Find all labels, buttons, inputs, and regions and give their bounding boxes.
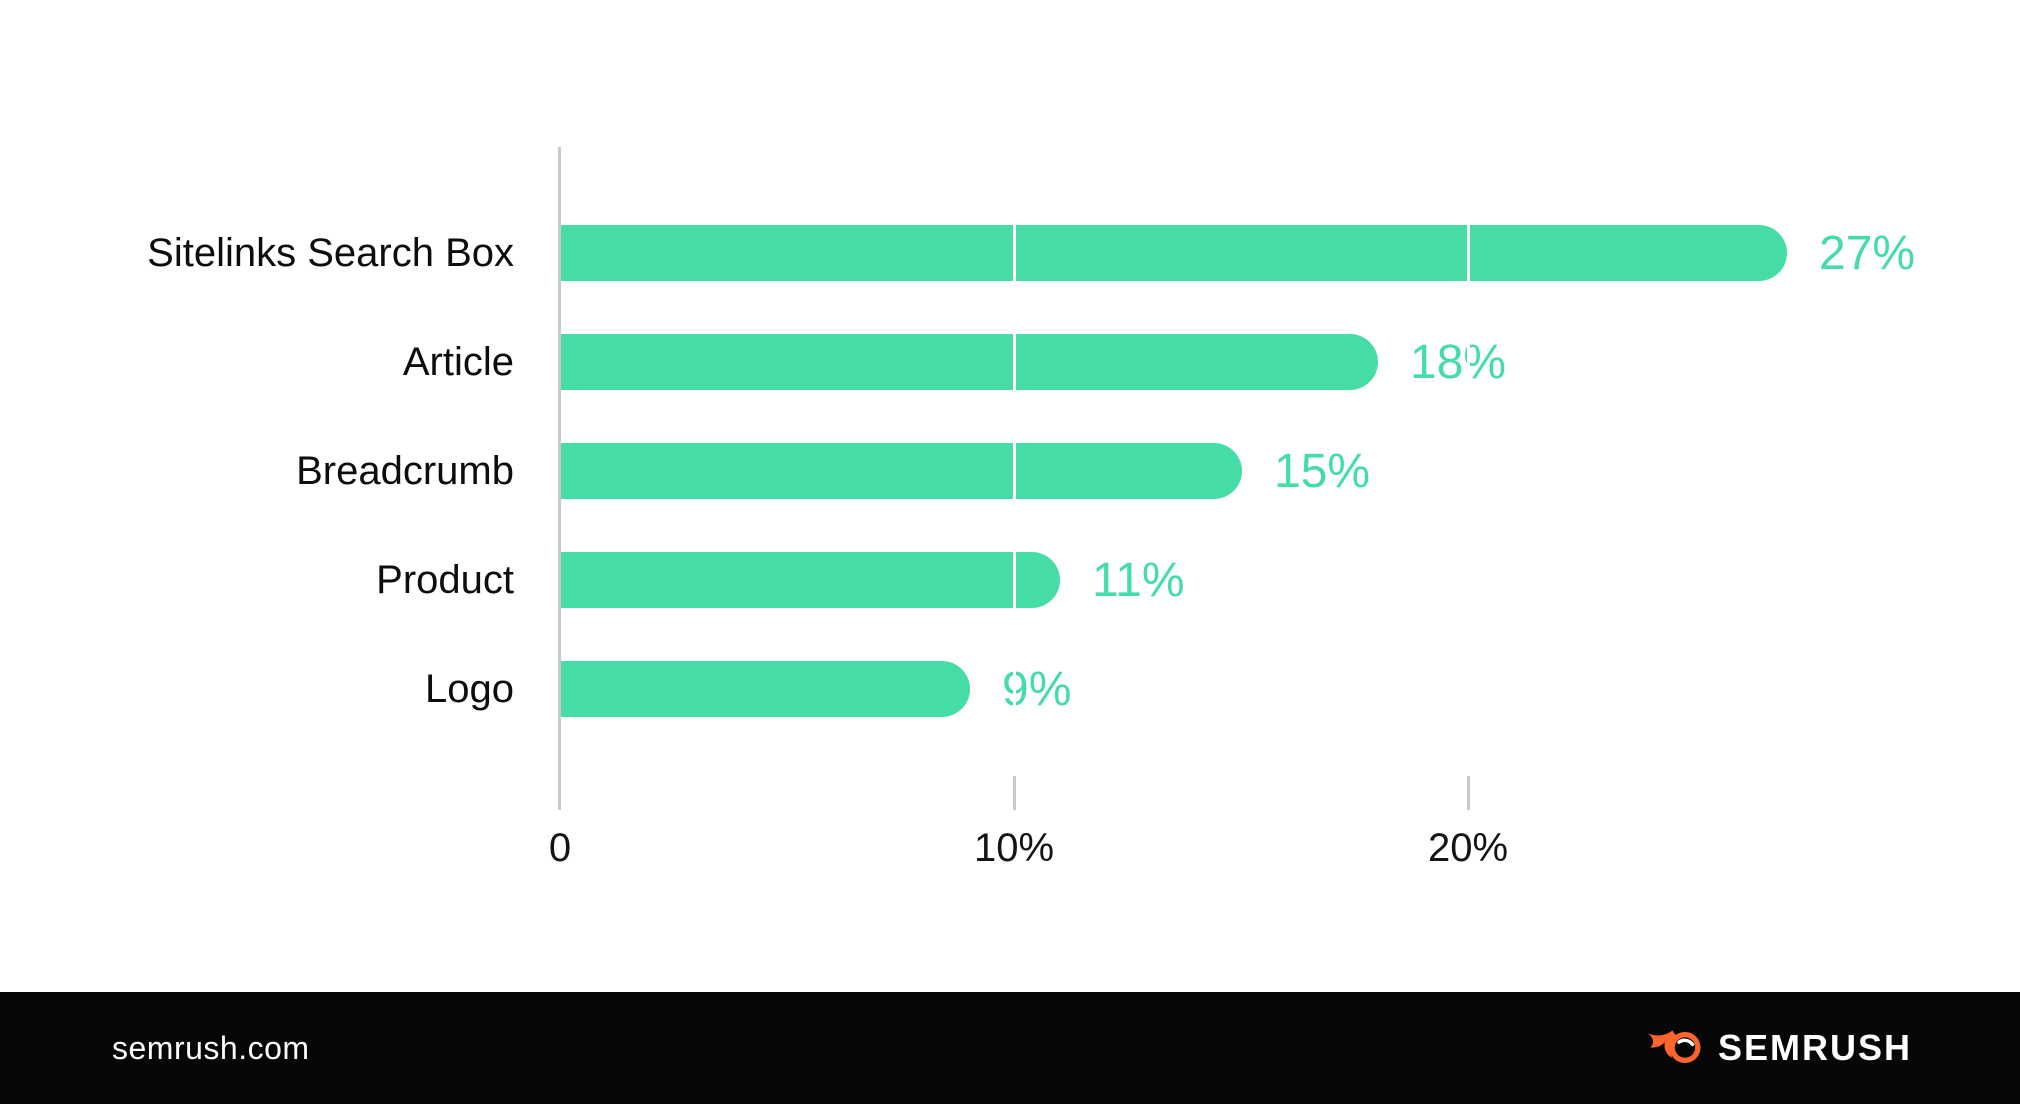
x-axis-tick-20 bbox=[1466, 776, 1470, 810]
bar-article bbox=[561, 334, 1378, 390]
semrush-logo: SEMRUSH bbox=[1646, 1026, 1912, 1070]
x-axis-tick-10 bbox=[1012, 776, 1016, 810]
bar-product bbox=[561, 552, 1060, 608]
category-label-sitelinks-search-box: Sitelinks Search Box bbox=[147, 231, 514, 275]
category-label-logo: Logo bbox=[425, 667, 514, 711]
bar-breadcrumb bbox=[561, 443, 1242, 499]
category-label-product: Product bbox=[376, 558, 514, 602]
value-label-article: 18% bbox=[1410, 336, 1507, 389]
x-tick-label-0: 0 bbox=[548, 826, 572, 870]
bar-logo bbox=[561, 661, 970, 717]
value-label-product: 11% bbox=[1092, 554, 1185, 607]
semrush-flame-icon bbox=[1646, 1026, 1704, 1070]
category-label-breadcrumb: Breadcrumb bbox=[296, 449, 514, 493]
value-label-breadcrumb: 15% bbox=[1274, 445, 1371, 498]
footer-bar: semrush.com SEMRUSH bbox=[0, 992, 2020, 1104]
gridline-overlay-20 bbox=[1466, 200, 1470, 740]
bar-sitelinks-search-box bbox=[561, 225, 1787, 281]
category-label-article: Article bbox=[402, 340, 514, 384]
x-tick-label-20: 20% bbox=[1427, 826, 1509, 870]
x-tick-label-10: 10% bbox=[973, 826, 1055, 870]
semrush-brand-text: SEMRUSH bbox=[1717, 1027, 1912, 1068]
y-axis-line bbox=[558, 147, 561, 810]
footer-website-text: semrush.com bbox=[112, 1029, 310, 1066]
value-label-sitelinks-search-box: 27% bbox=[1819, 227, 1916, 280]
gridline-overlay-10 bbox=[1012, 200, 1016, 740]
